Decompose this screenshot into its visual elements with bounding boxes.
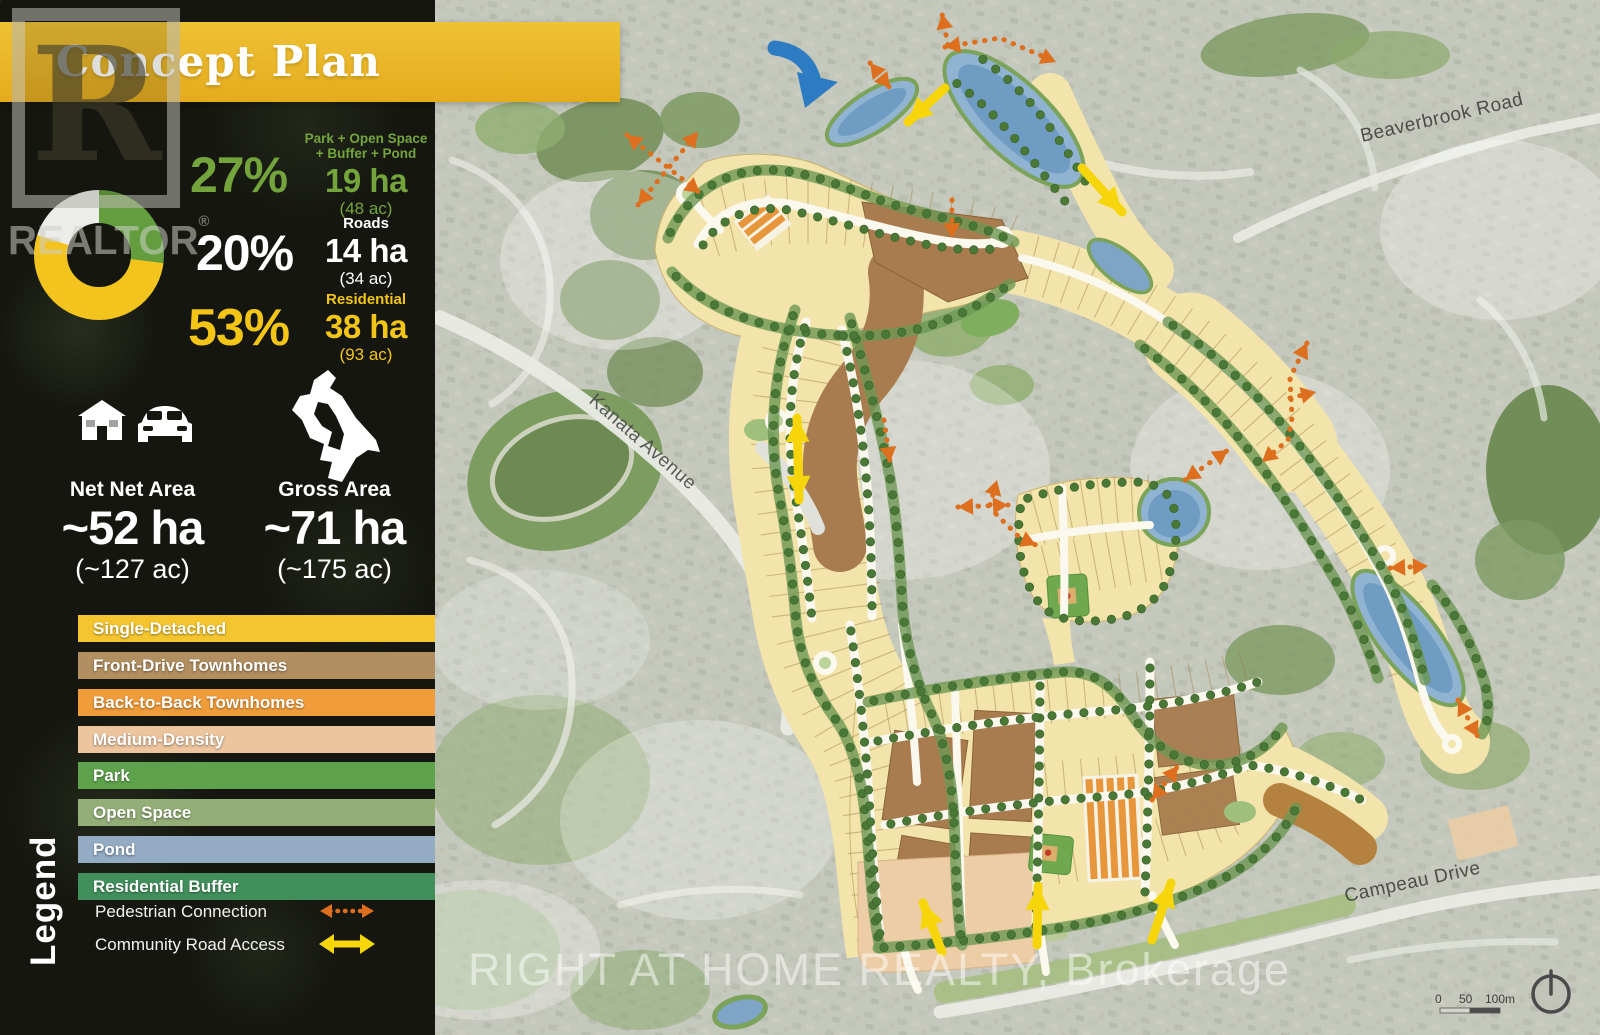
community-road-access-label: Community Road Access [95, 935, 285, 954]
legend-item-label: Single-Detached [93, 619, 227, 638]
community-road-access-icon [319, 934, 375, 954]
pond [1086, 237, 1154, 295]
legend-item: Back-to-Back Townhomes [78, 688, 435, 716]
legend-item-label: Medium-Density [93, 729, 225, 749]
scale-tick-0: 0 [1435, 992, 1442, 1006]
beaverbrook-road [1233, 113, 1600, 243]
existing-roads [432, 66, 1600, 1019]
realtor-logo-icon: R [12, 8, 180, 208]
stat-roads-pct: 20% [196, 225, 294, 281]
stat-park-details: Park + Open Space + Buffer + Pond 19 ha … [304, 131, 428, 218]
site-outline-silhouette [292, 370, 380, 482]
house-icon [78, 400, 126, 440]
campeau-green-strip [934, 894, 1356, 1003]
legend-item: Park [78, 762, 435, 790]
title-banner: Concept Plan [0, 22, 620, 102]
legend-title: Legend [24, 835, 63, 966]
realtor-wordmark: REALTOR® [8, 213, 210, 263]
development-plan [654, 49, 1519, 1030]
forest-patches [380, 13, 1600, 1030]
campeau-drive-road [933, 875, 1600, 1019]
highlight-arrow-blue [767, 40, 838, 108]
brokerage-watermark: RIGHT AT HOME REALTY, Brokerage [468, 944, 1291, 995]
pond [824, 76, 920, 148]
stat-park-pct: 27% [190, 147, 288, 203]
legend-item-label: Back-to-Back Townhomes [93, 692, 305, 712]
land-use-donut-chart [34, 190, 164, 320]
pedestrian-connection-label: Pedestrian Connection [95, 902, 268, 921]
legend-item-label: Front-Drive Townhomes [93, 655, 288, 675]
legend-item: Medium-Density [78, 725, 435, 753]
page-title: Concept Plan [56, 37, 381, 86]
legend-item-label: Pond [93, 840, 136, 860]
pond [942, 49, 1086, 189]
legend-item: Open Space [78, 799, 435, 827]
street-trees [665, 54, 1493, 953]
legend-item-label: Open Space [93, 803, 192, 823]
scale-tick-50: 50 [1459, 992, 1473, 1006]
pedestrian-connection-icon [320, 904, 374, 918]
stat-roads-details: Roads 14 ha (34 ac) [325, 215, 407, 288]
legend-item: Front-Drive Townhomes [78, 651, 435, 679]
legend-item: Pond [78, 836, 435, 864]
legend-item: Single-Detached [78, 615, 435, 642]
annotation-arrows [624, 11, 1481, 957]
net-area-block: Net Net Area ~52 ha (~127 ac) [61, 478, 205, 584]
legend-item-label: Residential Buffer [93, 876, 239, 896]
pond [712, 994, 768, 1030]
legend-item-label: Park [93, 766, 130, 786]
gross-area-block: Gross Area ~71 ha (~175 ac) [263, 478, 407, 584]
car-icon [138, 406, 192, 442]
stat-residential-details: Residential 38 ha (93 ac) [325, 291, 407, 364]
stat-residential-pct: 53% [188, 299, 290, 357]
scale-bar: 0 50 100m [1435, 992, 1515, 1014]
scale-tick-100: 100m [1485, 992, 1515, 1006]
legend-item: Residential Buffer [78, 872, 435, 900]
north-arrow-icon [1531, 969, 1571, 1014]
